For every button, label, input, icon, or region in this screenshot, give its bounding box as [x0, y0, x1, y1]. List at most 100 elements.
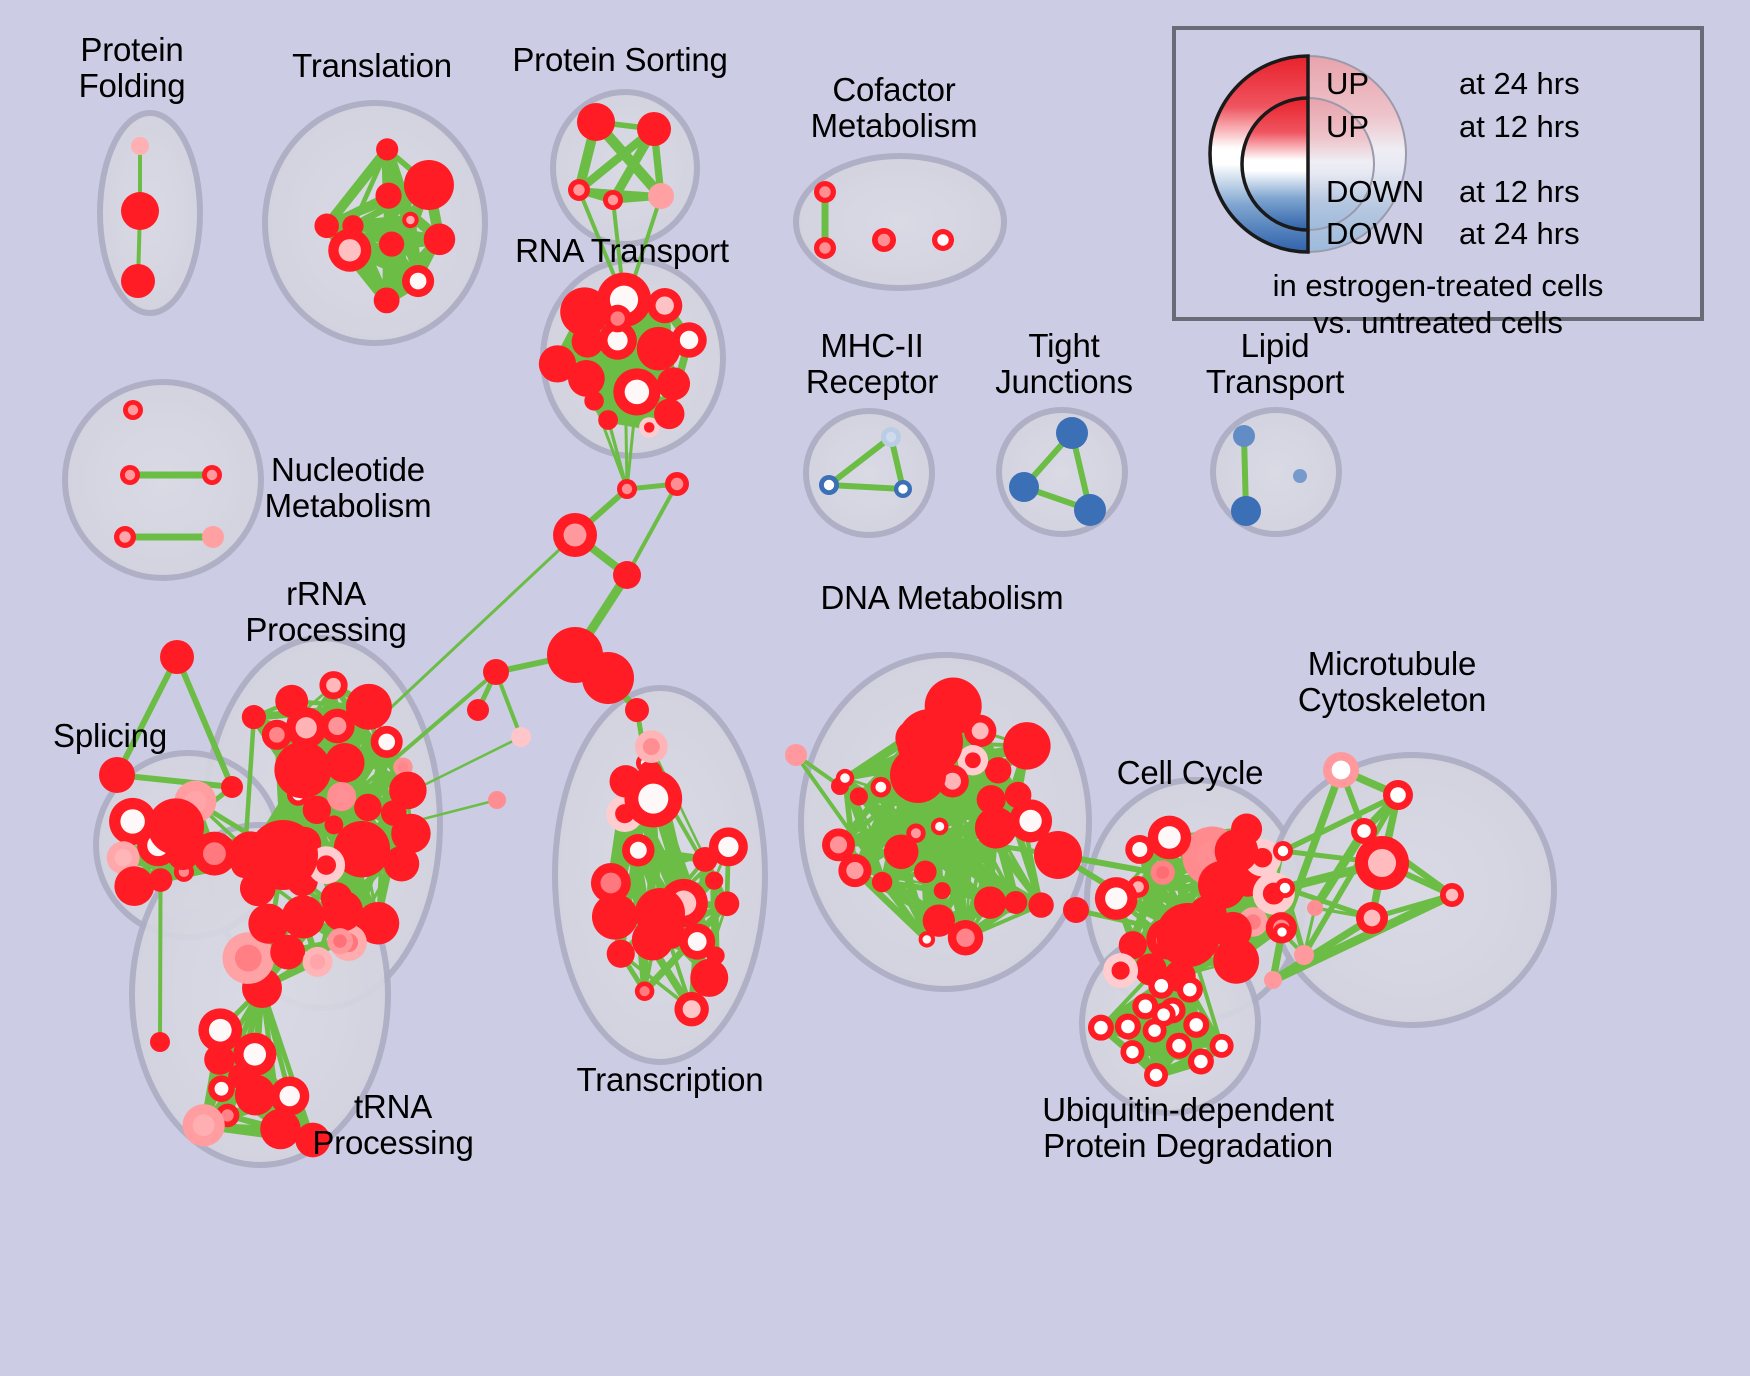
node-inner-disc-12h: [292, 905, 315, 929]
network-node: [714, 891, 740, 917]
network-node: [1187, 1048, 1214, 1075]
network-node: [639, 417, 660, 438]
node-inner-disc-12h: [392, 854, 411, 873]
node-inner-disc-12h: [1331, 760, 1351, 780]
node-inner-disc-12h: [1016, 479, 1032, 495]
legend-state-0: UP: [1326, 66, 1370, 101]
node-inner-disc-12h: [846, 861, 864, 880]
network-node: [1307, 900, 1323, 916]
cluster-label-tight-junctions: Tight Junctions: [995, 327, 1133, 400]
network-node: [603, 304, 632, 333]
network-node: [1094, 877, 1138, 920]
network-node: [228, 1063, 254, 1090]
node-inner-disc-12h: [1194, 1054, 1208, 1069]
network-node: [402, 211, 419, 229]
network-node: [150, 1032, 170, 1052]
node-inner-disc-12h: [334, 788, 350, 805]
node-inner-disc-12h: [515, 731, 527, 743]
node-inner-disc-12h: [1156, 866, 1170, 879]
network-node: [973, 886, 1007, 919]
node-inner-disc-12h: [154, 1036, 166, 1048]
network-node: [166, 838, 199, 871]
network-node: [538, 345, 577, 383]
network-node: [577, 103, 615, 141]
network-node: [849, 787, 868, 806]
network-node: [922, 904, 956, 937]
network-node: [285, 707, 327, 749]
network-node: [1355, 836, 1409, 890]
node-inner-disc-12h: [563, 523, 587, 547]
network-node: [708, 827, 748, 867]
network-node: [248, 820, 318, 890]
node-inner-disc-12h: [129, 272, 147, 290]
node-inner-disc-12h: [326, 677, 341, 693]
node-inner-disc-12h: [119, 531, 131, 543]
network-node: [1087, 1014, 1114, 1041]
node-inner-disc-12h: [472, 704, 484, 716]
network-node: [598, 321, 637, 360]
network-node: [1118, 931, 1147, 960]
legend-caption-line1: in estrogen-treated cells: [1272, 268, 1604, 303]
node-inner-disc-12h: [910, 828, 922, 839]
node-inner-disc-12h: [154, 873, 167, 887]
node-inner-disc-12h: [320, 219, 334, 233]
network-node: [327, 928, 353, 954]
network-node: [1213, 937, 1260, 984]
network-node: [260, 1108, 301, 1150]
node-inner-disc-12h: [1357, 824, 1371, 838]
network-node: [635, 888, 685, 938]
network-node: [328, 228, 372, 272]
cluster-label-lipid-transport: Lipid Transport: [1205, 327, 1345, 400]
network-node: [327, 781, 357, 812]
node-inner-disc-12h: [247, 710, 261, 724]
network-node: [647, 287, 683, 324]
network-node: [345, 683, 392, 730]
network-node: [947, 919, 984, 956]
network-node: [270, 1076, 310, 1116]
node-inner-disc-12h: [381, 143, 393, 156]
node-inner-disc-12h: [1094, 1020, 1108, 1035]
node-inner-disc-12h: [107, 765, 127, 785]
node-inner-disc-12h: [135, 141, 145, 151]
network-node: [590, 863, 631, 903]
node-inner-disc-12h: [1390, 787, 1406, 803]
network-node: [883, 834, 919, 870]
legend-state-2: DOWN: [1326, 174, 1425, 209]
node-inner-disc-12h: [885, 431, 897, 443]
node-inner-disc-12h: [397, 762, 409, 773]
network-node: [1125, 835, 1155, 864]
node-inner-disc-12h: [937, 234, 949, 246]
node-inner-disc-12h: [1279, 882, 1291, 894]
network-node: [1198, 861, 1246, 909]
node-inner-disc-12h: [594, 664, 622, 692]
network-node: [270, 934, 306, 970]
node-inner-disc-12h: [607, 330, 628, 351]
node-inner-disc-12h: [709, 875, 719, 886]
node-inner-disc-12h: [1148, 1024, 1161, 1037]
network-node: [182, 1104, 225, 1147]
node-inner-disc-12h: [682, 1000, 701, 1019]
network-node: [192, 831, 237, 876]
node-inner-disc-12h: [698, 852, 712, 866]
network-node: [933, 882, 951, 900]
node-inner-disc-12h: [1158, 826, 1181, 849]
node-inner-disc-12h: [283, 692, 301, 710]
network-node: [1151, 1002, 1176, 1027]
node-inner-disc-12h: [385, 237, 399, 251]
network-node: [872, 228, 896, 252]
node-inner-disc-12h: [127, 404, 139, 416]
network-node: [274, 741, 332, 799]
node-inner-disc-12h: [378, 733, 396, 751]
network-node: [302, 946, 333, 977]
node-inner-disc-12h: [630, 703, 644, 717]
node-inner-disc-12h: [492, 795, 502, 805]
node-inner-disc-12h: [560, 640, 590, 670]
network-edge: [794, 753, 929, 942]
node-inner-disc-12h: [415, 171, 442, 198]
node-inner-disc-12h: [1142, 961, 1160, 978]
cluster-label-microtubule-cytoskeleton: Microtubule Cytoskeleton: [1297, 645, 1487, 718]
node-inner-disc-12h: [123, 875, 145, 897]
network-node: [894, 480, 912, 498]
node-inner-disc-12h: [579, 333, 596, 350]
network-edge: [281, 670, 498, 857]
